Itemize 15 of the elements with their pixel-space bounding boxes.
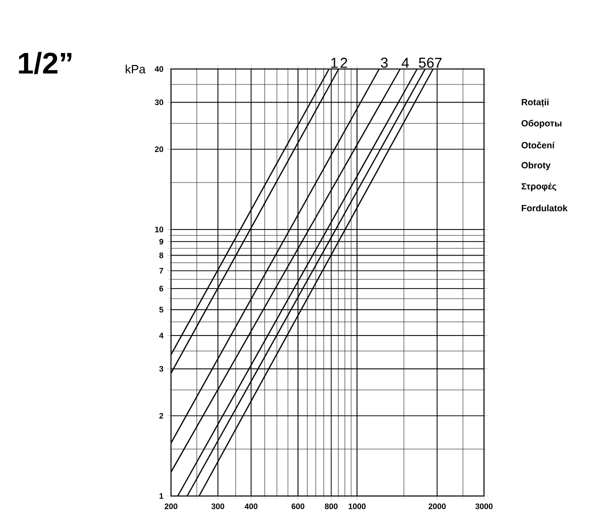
series-label: 3 [380,58,388,68]
text: Rotații [522,98,548,108]
series-label: 4 [402,58,409,68]
series-label: 6 [427,58,434,68]
text: Обороты [522,120,562,128]
series-label: 7 [435,58,442,68]
y-axis-title: kPa [126,64,146,74]
text: Obroty [522,162,551,170]
series-label: 1 [331,58,338,68]
text: Στροφές [522,182,556,192]
chart-title: 1/2” [18,52,72,74]
series-label: 5 [418,58,426,68]
text: Fordulatok [522,204,568,212]
text: Otočení [522,142,555,148]
series-label: 2 [340,58,348,68]
